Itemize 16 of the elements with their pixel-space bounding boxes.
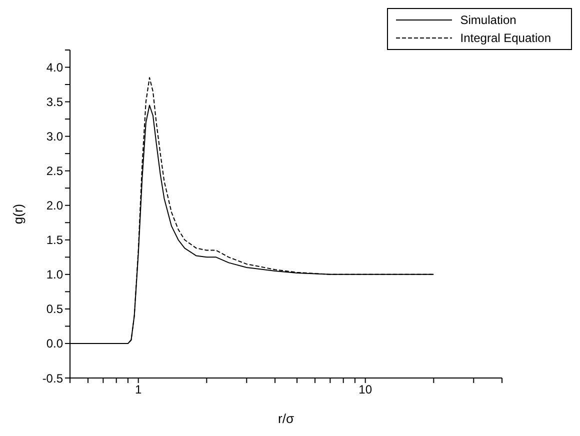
y-tick-label: 1.0 (46, 268, 64, 282)
y-tick-label: 1.5 (46, 233, 64, 248)
y-axis-title: g(r) (10, 204, 26, 224)
x-axis-title: r/σ (278, 411, 294, 426)
legend-label: Integral Equation (460, 31, 551, 45)
y-tick-label: 2.5 (46, 164, 64, 178)
y-tick-label: 3.5 (46, 95, 64, 110)
y-tick-label: 0.5 (46, 302, 64, 316)
x-tick-label: 1 (134, 382, 142, 397)
y-tick-label: -0.5 (42, 371, 64, 386)
legend-label: Simulation (460, 13, 516, 27)
y-tick-label: 2.0 (46, 198, 64, 213)
y-tick-label: 3.0 (46, 130, 64, 144)
y-tick-label: 4.0 (46, 60, 64, 75)
y-tick-label: 0.0 (46, 336, 64, 351)
x-tick-label: 10 (358, 382, 372, 397)
